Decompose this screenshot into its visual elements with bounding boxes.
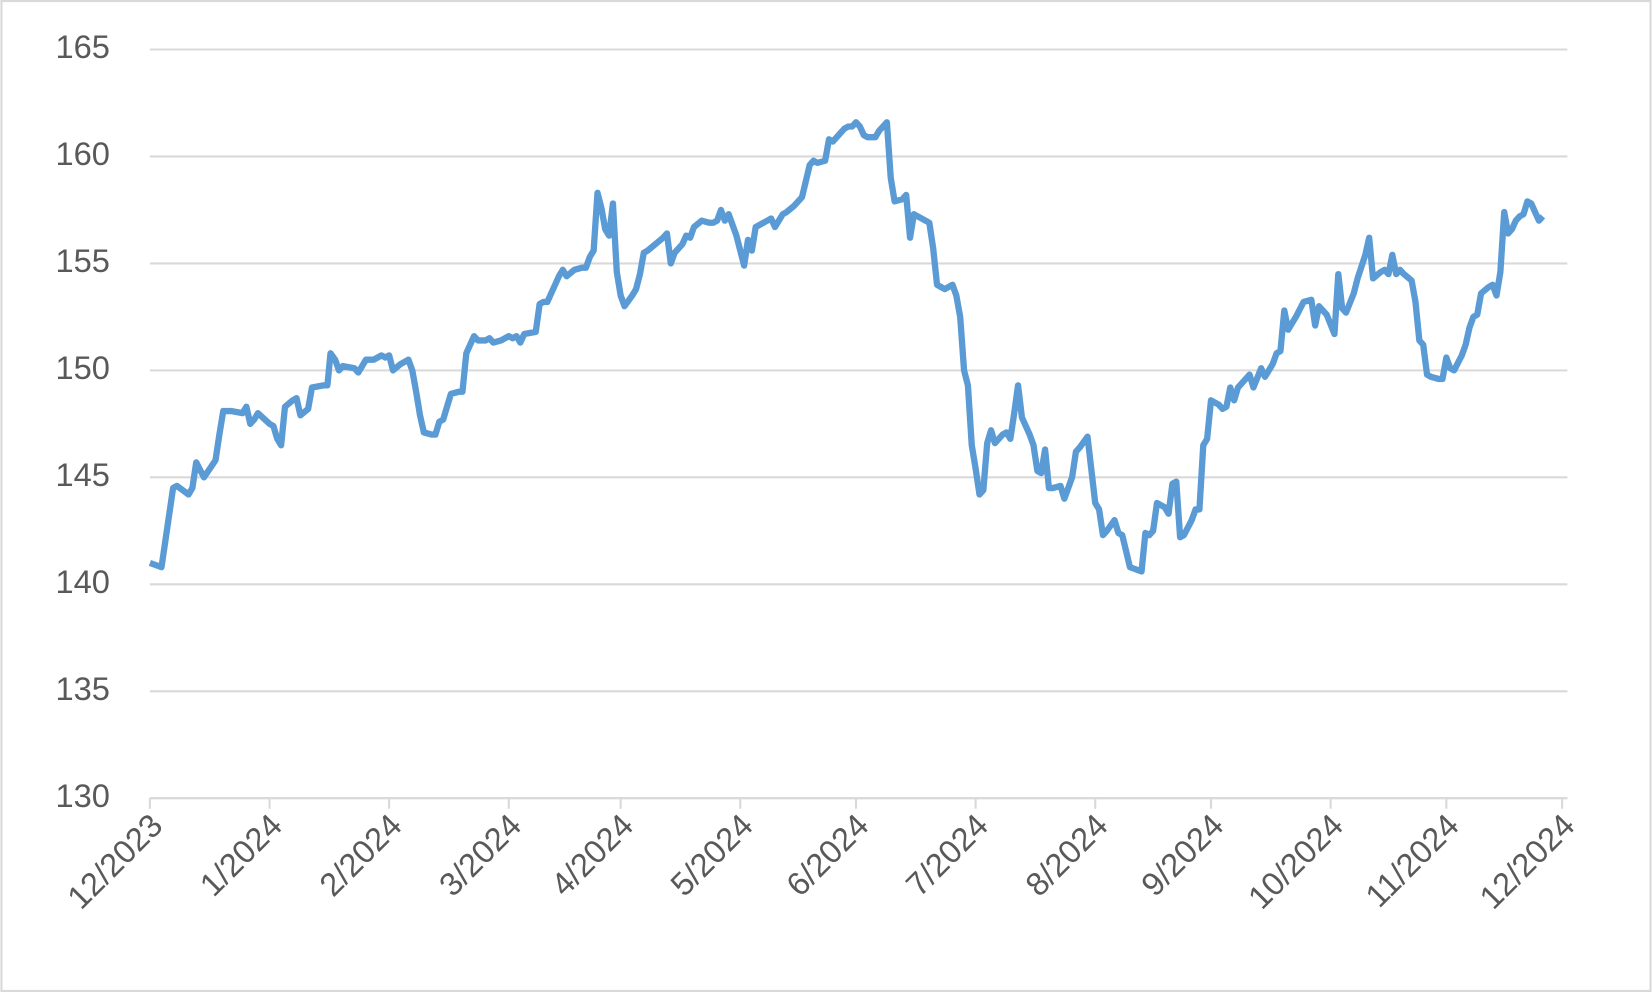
- line-series: [148, 119, 1546, 575]
- y-tick-label: 140: [55, 563, 109, 600]
- y-tick-label: 155: [55, 242, 109, 279]
- y-tick-label: 135: [55, 670, 109, 707]
- y-tick-label: 130: [55, 777, 109, 814]
- y-tick-label: 160: [55, 135, 109, 172]
- y-tick-label: 165: [55, 28, 109, 65]
- y-tick-label: 145: [55, 456, 109, 493]
- y-tick-label: 150: [55, 349, 109, 386]
